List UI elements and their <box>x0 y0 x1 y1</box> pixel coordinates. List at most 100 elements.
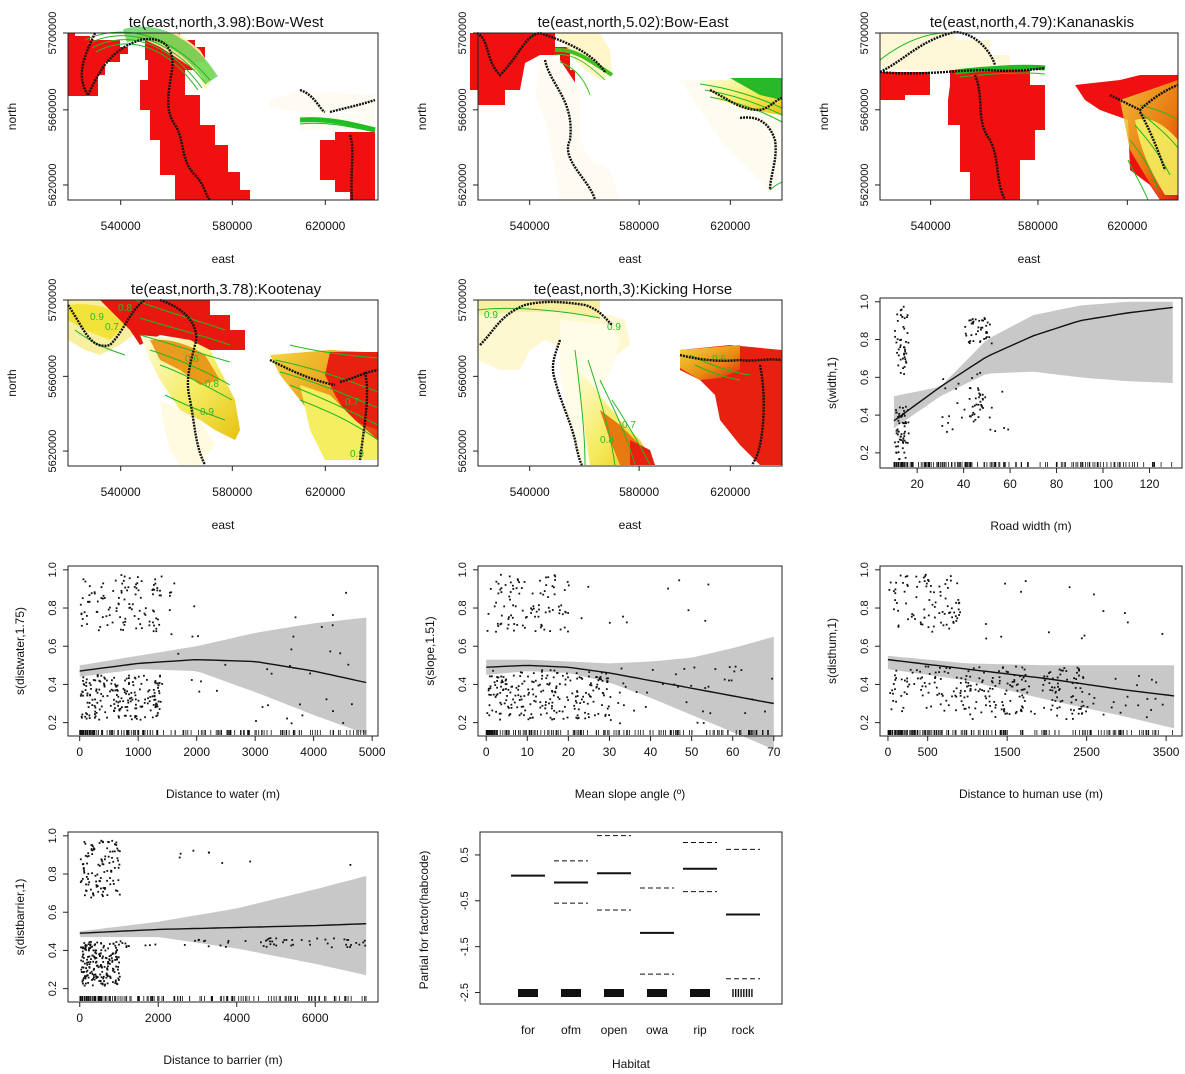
partial-residual-point <box>87 852 90 855</box>
partial-residual-point <box>564 678 567 681</box>
partial-residual-point <box>117 602 120 605</box>
partial-residual-point <box>579 702 582 704</box>
partial-residual-point <box>983 690 985 692</box>
partial-residual-point <box>118 716 120 719</box>
x-tick-label: 80 <box>1050 477 1064 491</box>
partial-residual-point <box>533 699 536 702</box>
partial-residual-point <box>118 943 120 946</box>
partial-residual-point <box>99 680 102 683</box>
partial-residual-point <box>559 628 562 631</box>
partial-residual-point <box>515 687 518 689</box>
map-panel-bow-east <box>470 31 783 201</box>
partial-residual-point <box>153 610 155 613</box>
partial-residual-point <box>952 621 955 623</box>
x-tick-label: 4000 <box>223 1011 250 1025</box>
y-tick-label: 5700000 <box>859 12 871 55</box>
partial-residual-point <box>500 573 502 576</box>
partial-residual-point <box>92 894 95 897</box>
partial-residual-point <box>924 685 927 688</box>
partial-residual-point <box>135 627 138 630</box>
partial-residual-point <box>495 694 498 697</box>
partial-residual-point <box>955 676 958 679</box>
partial-residual-point <box>128 945 130 947</box>
y-tick-label: 5700000 <box>47 12 59 55</box>
partial-residual-point <box>957 608 960 611</box>
partial-residual-point <box>1119 711 1122 714</box>
factor-rug <box>561 989 581 997</box>
partial-residual-point <box>1051 704 1054 707</box>
partial-residual-point <box>552 676 555 679</box>
partial-residual-point <box>1048 682 1051 684</box>
partial-residual-point <box>983 338 985 340</box>
partial-residual-point <box>512 698 514 701</box>
partial-residual-point <box>92 949 95 952</box>
partial-residual-point <box>913 683 916 685</box>
partial-residual-point <box>91 979 93 981</box>
partial-residual-point <box>894 592 897 595</box>
partial-residual-point <box>502 689 504 691</box>
partial-residual-point <box>101 970 104 973</box>
partial-residual-point <box>899 309 902 312</box>
partial-residual-point <box>972 340 975 342</box>
partial-residual-point <box>510 707 513 709</box>
partial-residual-point <box>110 682 113 685</box>
partial-residual-point <box>489 685 492 688</box>
partial-residual-point <box>126 589 128 592</box>
partial-residual-point <box>964 326 967 328</box>
partial-residual-point <box>111 856 113 859</box>
habitat-panel: for ofm open owa rip rock0.5-0.5-1.5-2.5Habit… <box>417 831 783 1071</box>
partial-residual-point <box>900 433 903 435</box>
partial-residual-point <box>897 625 900 628</box>
partial-residual-point <box>958 601 961 604</box>
partial-residual-point <box>271 940 274 943</box>
partial-residual-point <box>255 720 257 722</box>
partial-residual-point <box>116 857 119 860</box>
partial-residual-point <box>100 982 103 985</box>
partial-residual-point <box>1058 706 1061 709</box>
partial-residual-point <box>109 883 112 886</box>
partial-residual-point <box>904 679 906 682</box>
partial-residual-point <box>156 587 159 589</box>
partial-residual-point <box>903 451 906 454</box>
partial-residual-point <box>979 340 982 343</box>
partial-residual-point <box>120 697 123 700</box>
partial-residual-point <box>989 687 991 690</box>
partial-residual-point <box>566 581 569 583</box>
partial-residual-point <box>598 677 601 679</box>
partial-residual-point <box>606 680 609 682</box>
contour-label: 0.9 <box>607 322 621 333</box>
partial-residual-point <box>635 691 638 693</box>
partial-residual-point <box>969 688 972 690</box>
partial-residual-point <box>980 404 982 406</box>
partial-residual-point <box>994 430 997 432</box>
partial-residual-point <box>83 975 86 978</box>
partial-residual-point <box>900 439 903 441</box>
partial-residual-point <box>324 938 327 941</box>
partial-residual-point <box>153 691 156 694</box>
partial-residual-point <box>1021 705 1023 708</box>
partial-residual-point <box>531 716 534 719</box>
partial-residual-point <box>1049 689 1052 691</box>
x-tick-label: 100 <box>1093 477 1113 491</box>
partial-residual-point <box>924 573 927 576</box>
partial-residual-point <box>604 715 607 717</box>
partial-residual-point <box>507 623 510 626</box>
partial-residual-point <box>149 696 152 698</box>
partial-residual-point <box>102 975 105 978</box>
partial-residual-point <box>100 705 103 708</box>
partial-residual-point <box>623 704 625 707</box>
partial-residual-point <box>148 700 151 703</box>
partial-residual-point <box>80 971 83 973</box>
partial-residual-point <box>112 879 115 882</box>
partial-residual-point <box>118 708 121 711</box>
x-axis-label: Road width (m) <box>990 519 1071 533</box>
partial-residual-point <box>179 852 182 855</box>
partial-residual-point <box>906 583 909 586</box>
partial-residual-point <box>539 706 542 709</box>
partial-residual-point <box>216 689 218 692</box>
partial-residual-point <box>86 623 88 625</box>
partial-residual-point <box>96 976 99 978</box>
partial-residual-point <box>553 574 556 577</box>
partial-residual-point <box>581 678 584 680</box>
